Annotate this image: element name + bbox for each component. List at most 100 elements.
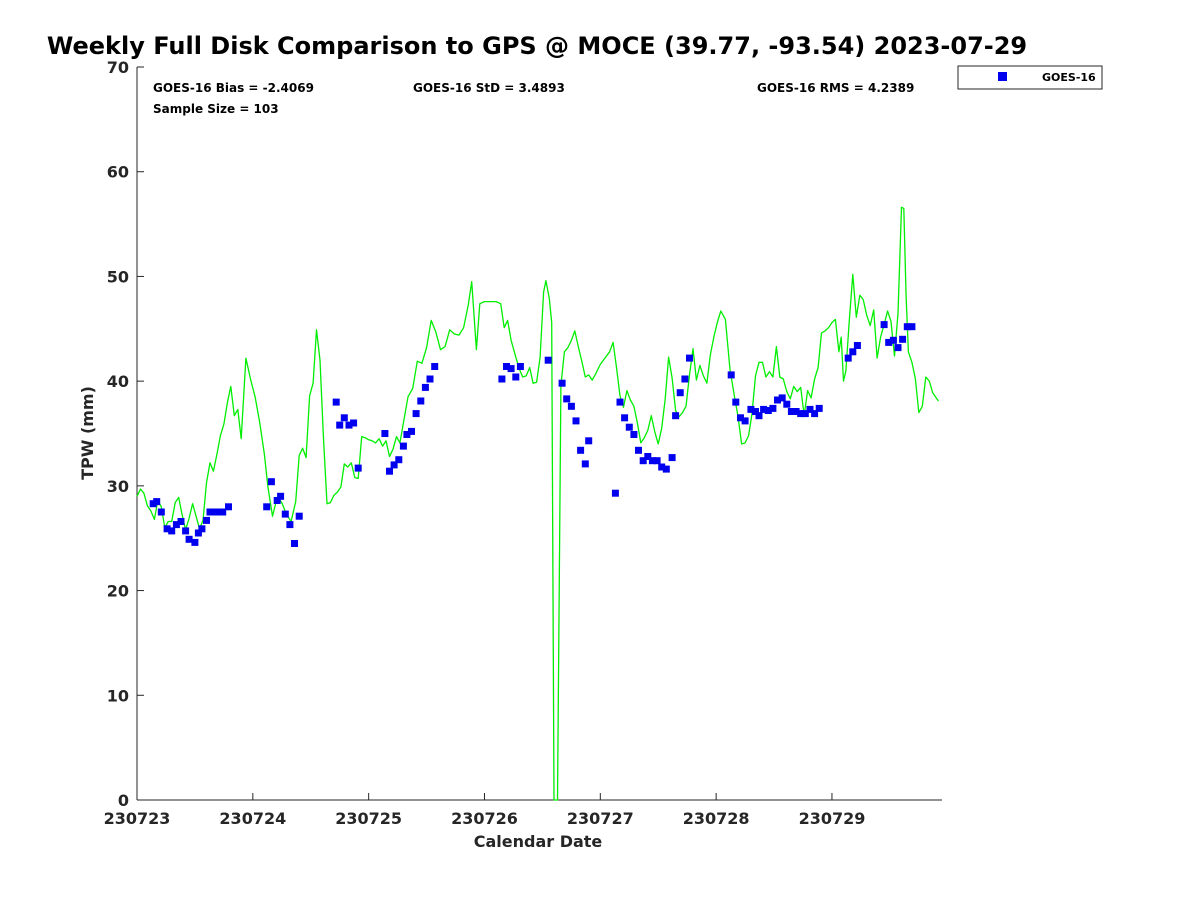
data-point-goes-16 xyxy=(630,431,638,438)
data-point-goes-16 xyxy=(512,373,520,381)
x-tick-label: 230727 xyxy=(567,809,634,828)
data-point-goes-16 xyxy=(653,457,661,465)
data-point-goes-16 xyxy=(752,408,759,415)
data-point-goes-16 xyxy=(648,457,656,465)
data-point-goes-16 xyxy=(403,431,411,438)
data-point-goes-16 xyxy=(815,404,823,412)
data-point-goes-16 xyxy=(198,525,206,533)
data-point-goes-16 xyxy=(263,503,271,511)
data-point-goes-16 xyxy=(658,463,666,471)
series-line-gps xyxy=(136,206,940,801)
data-point-goes-16 xyxy=(899,335,907,343)
data-point-goes-16 xyxy=(577,446,585,454)
data-point-goes-16 xyxy=(431,363,439,370)
data-point-goes-16 xyxy=(639,457,647,465)
x-tick-label: 230728 xyxy=(683,809,750,828)
data-point-goes-16 xyxy=(572,417,580,425)
data-point-goes-16 xyxy=(194,529,202,537)
x-ticks: 230723 230724 230725 230726 230727 230728 2307… xyxy=(104,793,865,828)
y-tick-label: 40 xyxy=(107,372,129,391)
data-point-goes-16 xyxy=(849,348,857,356)
data-point-goes-16 xyxy=(792,408,800,415)
series-markers xyxy=(149,321,916,547)
legend-label-goes-16: GOES-16 xyxy=(1042,71,1096,84)
data-point-goes-16 xyxy=(345,421,353,429)
data-point-goes-16 xyxy=(503,363,510,370)
std-stat: GOES-16 StD = 3.4893 xyxy=(413,81,565,95)
data-point-goes-16 xyxy=(774,396,781,404)
data-point-goes-16 xyxy=(332,398,340,406)
x-tick-label: 230726 xyxy=(451,809,518,828)
data-point-goes-16 xyxy=(350,419,358,427)
data-point-goes-16 xyxy=(903,323,911,331)
data-point-goes-16 xyxy=(778,394,786,402)
plot-area: 0 10 20 30 40 50 60 70 230723 230724 230725 230726… xyxy=(104,58,942,828)
x-tick-label: 230723 xyxy=(104,809,171,828)
data-point-goes-16 xyxy=(291,540,298,547)
data-point-goes-16 xyxy=(611,489,619,497)
data-point-goes-16 xyxy=(727,371,735,379)
data-point-goes-16 xyxy=(516,363,524,370)
data-point-goes-16 xyxy=(340,414,348,422)
data-point-goes-16 xyxy=(558,379,566,387)
data-point-goes-16 xyxy=(267,478,275,486)
data-point-goes-16 xyxy=(889,336,897,344)
data-point-goes-16 xyxy=(185,535,193,543)
data-point-goes-16 xyxy=(783,400,791,408)
data-point-goes-16 xyxy=(421,383,429,391)
data-point-goes-16 xyxy=(755,412,763,420)
data-point-goes-16 xyxy=(544,356,552,364)
x-tick-label: 230724 xyxy=(219,809,286,828)
data-point-goes-16 xyxy=(273,497,281,504)
data-point-goes-16 xyxy=(336,421,344,429)
data-point-goes-16 xyxy=(616,398,624,406)
chart-title: Weekly Full Disk Comparison to GPS @ MOC… xyxy=(47,32,1027,60)
y-tick-label: 60 xyxy=(107,163,129,182)
data-point-goes-16 xyxy=(811,410,819,418)
y-tick-label: 50 xyxy=(107,267,129,286)
data-point-goes-16 xyxy=(764,407,772,414)
data-point-goes-16 xyxy=(894,344,902,352)
y-tick-label: 70 xyxy=(107,58,129,77)
data-point-goes-16 xyxy=(211,508,219,516)
data-point-goes-16 xyxy=(644,453,652,460)
data-point-goes-16 xyxy=(635,446,642,454)
data-point-goes-16 xyxy=(747,405,755,413)
x-tick-label: 230725 xyxy=(335,809,402,828)
data-point-goes-16 xyxy=(177,518,185,525)
data-point-goes-16 xyxy=(681,375,689,383)
y-axis-label: TPW (mm) xyxy=(78,386,97,480)
legend-marker-goes-16 xyxy=(998,72,1007,81)
data-point-goes-16 xyxy=(412,410,420,418)
data-point-goes-16 xyxy=(498,375,506,383)
rms-stat: GOES-16 RMS = 4.2389 xyxy=(757,81,914,95)
data-point-goes-16 xyxy=(732,398,740,406)
data-point-goes-16 xyxy=(390,461,398,469)
data-point-goes-16 xyxy=(686,354,693,362)
data-point-goes-16 xyxy=(908,323,916,331)
data-point-goes-16 xyxy=(277,492,285,500)
y-ticks: 0 10 20 30 40 50 60 70 xyxy=(107,58,144,810)
data-point-goes-16 xyxy=(168,527,176,535)
legend: GOES-16 xyxy=(957,65,1103,90)
data-point-goes-16 xyxy=(354,464,362,472)
data-point-goes-16 xyxy=(426,375,434,383)
data-point-goes-16 xyxy=(172,521,180,529)
data-point-goes-16 xyxy=(787,408,795,415)
data-point-goes-16 xyxy=(885,338,893,346)
data-point-goes-16 xyxy=(625,423,633,431)
series-lines xyxy=(136,206,940,801)
y-tick-label: 20 xyxy=(107,582,129,601)
data-point-goes-16 xyxy=(219,508,227,516)
data-point-goes-16 xyxy=(621,414,629,422)
data-point-goes-16 xyxy=(295,512,303,520)
y-tick-label: 30 xyxy=(107,477,129,496)
data-point-goes-16 xyxy=(191,538,199,546)
data-point-goes-16 xyxy=(668,454,676,462)
data-point-goes-16 xyxy=(672,412,680,420)
data-point-goes-16 xyxy=(163,525,171,533)
data-point-goes-16 xyxy=(153,498,161,506)
data-point-goes-16 xyxy=(507,365,515,373)
